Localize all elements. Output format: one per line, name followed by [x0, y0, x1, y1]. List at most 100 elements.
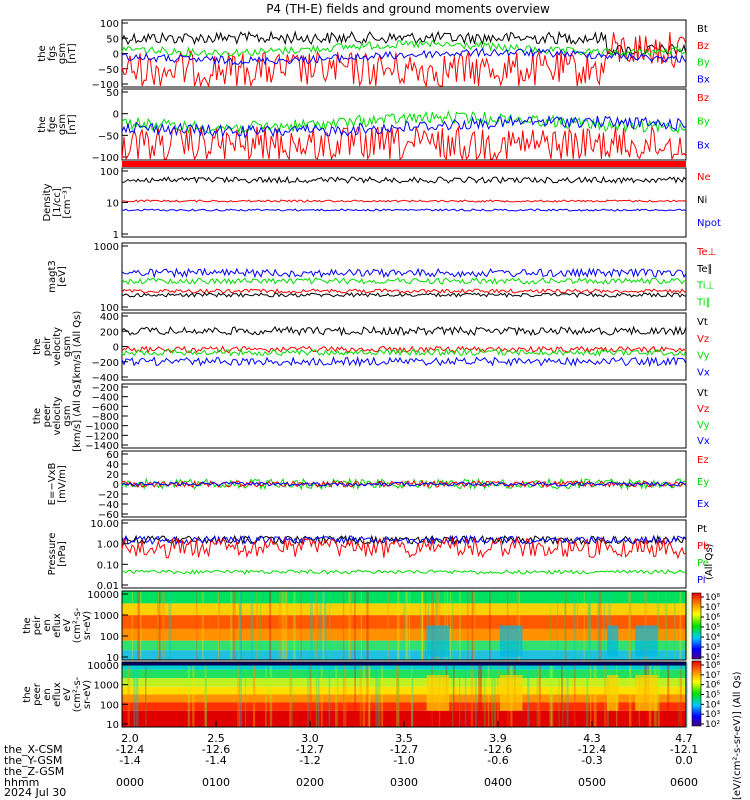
y-tick-label: 0.01: [97, 581, 119, 592]
y-label-line: the: [32, 408, 43, 424]
x-row-value: 0.0: [675, 754, 693, 767]
legend-entry: Vx: [697, 436, 710, 447]
x-row-name: the_X-CSM: [4, 743, 63, 756]
y-tick-label: 400: [100, 312, 119, 323]
y-label-line: eV: [62, 619, 73, 632]
spectrogram-streak: [240, 591, 242, 660]
traces: [121, 175, 687, 212]
y-label-line: gsm: [57, 43, 68, 64]
x-row-value: -0.3: [581, 754, 602, 767]
x-row-value: -1.0: [393, 754, 414, 767]
x-row-value: 0200: [296, 776, 324, 789]
spectrogram-streak: [204, 662, 207, 727]
spectrogram-streak: [232, 591, 236, 660]
colorbar-tick-label: 10⁷: [705, 603, 720, 613]
y-label-line: peir: [32, 615, 43, 635]
spectrogram-streak: [685, 591, 689, 660]
spectrogram-streak: [679, 591, 682, 660]
y-label-line: gsm: [62, 405, 73, 426]
colorbar-tick-label: 10⁵: [705, 623, 720, 633]
y-label-line: magt3: [47, 260, 58, 293]
spectrogram-streak: [453, 662, 455, 727]
traces: [121, 110, 687, 167]
spectrogram-streak: [157, 591, 159, 660]
y-tick-label: −60: [98, 510, 119, 521]
spectrogram-streak: [309, 591, 313, 660]
spectrogram-streak: [583, 591, 585, 660]
spectrogram-streak: [680, 662, 682, 727]
y-tick-label: −20: [98, 490, 119, 501]
panel-2: 50 0 −50 −100 the fge gsm [nT] Bz By Bx: [37, 88, 710, 167]
trace-ni: [122, 175, 687, 185]
spectrogram-streak: [265, 662, 267, 727]
spectrogram-streak: [336, 662, 339, 727]
y-label-line: the: [32, 338, 43, 354]
spectrogram-streak: [381, 662, 384, 727]
y-axis-label: the fge gsm [nT]: [37, 114, 78, 135]
traces: [121, 30, 687, 88]
traces: [121, 267, 687, 298]
spectrogram-streak: [253, 662, 256, 727]
y-tick-label: 50: [106, 34, 119, 45]
panel-frame: [121, 519, 687, 589]
spectrogram-streak: [354, 662, 356, 727]
spectrogram-streak: [284, 591, 288, 660]
spectrogram-streak: [590, 662, 592, 727]
y-tick-label: 1: [113, 230, 119, 241]
legend-entry: Ez: [697, 455, 709, 466]
y-label-line: [km/s] (All Qs): [72, 311, 83, 383]
spectrogram-streak: [238, 591, 241, 660]
spectrogram-streak: [419, 591, 421, 660]
legend-entry: Bx: [697, 140, 710, 151]
spectrogram-streak: [244, 662, 247, 727]
trace-vy: [121, 348, 687, 357]
spectrogram-streak: [598, 591, 602, 660]
spectrogram-streak: [449, 591, 452, 660]
spectrogram-streak: [478, 662, 481, 727]
panel-8: 10.00 1.00 0.10 0.01 Pressure [nPa] Pt Pb Pe Pi(A…: [47, 519, 715, 592]
y-axis-label: the peer velocity gsm [km/s] (All Qs): [32, 380, 83, 452]
spectrogram-streak: [628, 662, 632, 727]
y-tick-label: −1200: [85, 431, 119, 442]
spectrogram-streak: [157, 591, 159, 660]
spectrogram-band: [122, 603, 686, 616]
y-ticks: 10000 1000 100 10: [87, 661, 128, 731]
spectrogram-streak: [168, 591, 172, 660]
spectrogram-streak: [424, 591, 427, 660]
spectrogram-streak: [405, 591, 409, 660]
spectrogram-streak: [196, 591, 198, 660]
y-label-line: eflux: [52, 613, 63, 638]
legend-entry: Pb: [697, 541, 709, 552]
legend: Vt Vz Vy Vx: [697, 388, 710, 447]
x-row-value: 0600: [670, 776, 698, 789]
spectrogram-streak: [597, 591, 600, 660]
spectrogram-band: [122, 640, 686, 651]
legend-entry: Bz: [697, 93, 709, 104]
spectrogram-streak: [471, 591, 474, 660]
spectrogram-streak: [137, 591, 140, 660]
spectrogram-streak: [628, 591, 632, 660]
spectrogram-streak: [489, 591, 491, 660]
y-ticks: 100 10 1: [100, 167, 128, 241]
y-tick-label: 0: [113, 110, 119, 121]
legend-entry: By: [697, 117, 710, 128]
spectrogram-streak: [464, 662, 467, 727]
date-label: 2024 Jul 30: [4, 786, 66, 799]
spectrogram-streak: [252, 662, 256, 727]
legend: Bt Bz By Bx: [697, 24, 710, 85]
x-row-name: hhmm: [4, 776, 39, 789]
spectrogram-streak: [366, 591, 369, 660]
traces: [121, 534, 687, 575]
trace-bx: [121, 114, 687, 139]
spectrogram-streak: [317, 662, 320, 727]
y-label-line: the: [37, 45, 48, 61]
legend-entry: Vy: [697, 420, 710, 431]
spectrogram-streak: [459, 591, 461, 660]
spectrogram-streak: [538, 662, 541, 727]
legend-entry: Ti⊥: [696, 281, 714, 292]
spectrogram-streak: [281, 591, 285, 660]
spectrogram-band: [122, 615, 686, 629]
colorbar-tick-label: 10²: [705, 653, 720, 663]
spectrogram-band: [122, 591, 686, 604]
